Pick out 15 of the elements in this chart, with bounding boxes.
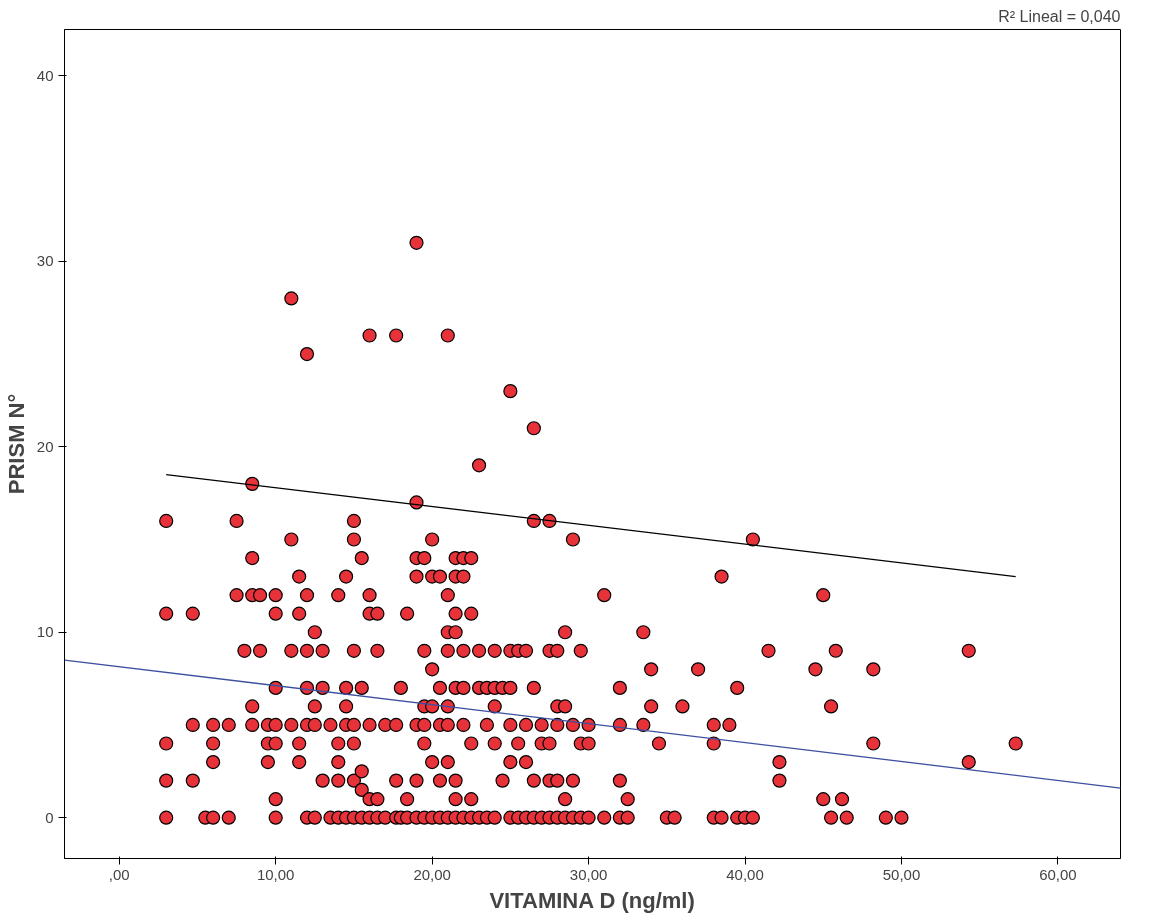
y-tick-label: 20: [36, 437, 54, 455]
text: R² Lineal = 0,040: [998, 7, 1121, 25]
x-tick-label: 20,00: [413, 865, 451, 883]
x-tick-label: ,00: [108, 865, 130, 883]
x-tick-label: 10,00: [256, 865, 295, 883]
y-tick-label: 10: [36, 623, 54, 641]
y-tick-label: 0: [45, 808, 54, 826]
x-tick-label: 30,00: [569, 865, 608, 883]
x-tick-label: 40,00: [726, 865, 764, 883]
y-tick-label: 30: [36, 252, 54, 270]
x-tick-label: 50,00: [882, 865, 921, 883]
y-tick-label: 40: [36, 66, 54, 84]
x-axis-title: VITAMINA D (ng/ml): [489, 887, 695, 913]
x-tick-label: 60,00: [1039, 865, 1077, 883]
y-axis-title: PRISM N°: [3, 393, 29, 495]
